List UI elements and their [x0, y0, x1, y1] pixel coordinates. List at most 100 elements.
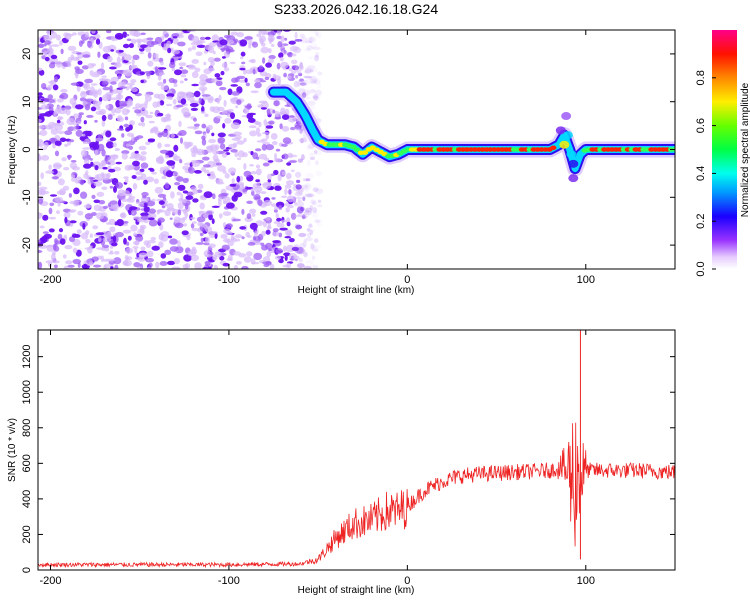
noise-blob: [148, 208, 156, 214]
noise-blob: [177, 184, 186, 191]
noise-blob: [121, 81, 127, 87]
noise-blob: [213, 264, 218, 269]
noise-blob: [65, 260, 73, 265]
noise-blob: [101, 119, 106, 127]
noise-blob: [38, 249, 43, 254]
noise-blob: [121, 190, 130, 197]
noise-blob: [192, 198, 199, 203]
noise-blob: [258, 65, 264, 70]
noise-blob: [169, 61, 176, 69]
noise-blob: [54, 140, 62, 146]
noise-blob: [244, 77, 248, 83]
noise-blob: [298, 232, 307, 238]
noise-blob: [147, 240, 156, 244]
noise-blob: [111, 242, 118, 247]
noise-blob: [227, 39, 235, 45]
noise-blob: [129, 120, 135, 126]
noise-blob: [67, 264, 75, 268]
noise-blob: [97, 88, 102, 96]
noise-blob: [65, 108, 71, 116]
noise-blob: [272, 231, 280, 237]
noise-blob: [302, 249, 307, 253]
noise-blob: [272, 228, 279, 233]
noise-blob: [281, 171, 286, 176]
noise-blob: [312, 187, 319, 192]
noise-blob: [251, 213, 256, 217]
noise-blob: [49, 202, 55, 207]
noise-blob: [134, 248, 138, 254]
noise-blob: [287, 205, 294, 209]
noise-blob: [191, 228, 200, 232]
noise-blob: [246, 103, 252, 110]
noise-blob: [146, 40, 155, 48]
noise-blob: [288, 160, 297, 163]
noise-blob: [153, 93, 160, 99]
noise-blob: [166, 203, 174, 210]
noise-blob: [239, 39, 248, 47]
noise-blob: [262, 261, 272, 265]
noise-blob: [84, 213, 93, 220]
noise-blob: [203, 61, 207, 66]
noise-blob: [246, 112, 254, 120]
noise-blob: [96, 191, 105, 197]
noise-blob: [280, 61, 289, 69]
noise-blob: [299, 243, 307, 249]
noise-blob: [59, 188, 66, 196]
noise-blob: [123, 176, 129, 180]
snr-ytick-label: 400: [21, 490, 33, 508]
noise-blob: [122, 43, 130, 49]
spectrogram-xtick-label: 100: [577, 274, 595, 286]
spectrogram-ytick-label: 20: [21, 48, 33, 60]
noise-blob: [265, 62, 272, 68]
noise-blob: [92, 225, 99, 230]
noise-blob: [250, 188, 254, 192]
noise-blob: [191, 71, 199, 79]
noise-blob: [75, 73, 79, 79]
noise-blob: [193, 90, 201, 98]
noise-blob: [285, 244, 295, 253]
noise-blob: [286, 230, 292, 236]
colorbar-label: Normalized spectral amplitude: [740, 82, 750, 217]
noise-blob: [220, 234, 228, 239]
snr-frame: [37, 329, 676, 571]
noise-blob: [274, 116, 282, 120]
noise-blob: [132, 183, 138, 190]
noise-blob: [291, 246, 299, 252]
noise-blob: [211, 205, 220, 208]
spectrogram-x-axis: -200 -100 0 100: [39, 30, 595, 286]
noise-blob: [309, 42, 317, 49]
snr-ytick-label: 0: [21, 567, 33, 573]
noise-blob: [107, 162, 111, 165]
noise-blob: [268, 55, 276, 60]
noise-blob: [268, 248, 272, 252]
noise-blob: [155, 261, 160, 269]
noise-blob: [126, 85, 130, 91]
noise-blob: [219, 255, 225, 261]
noise-blob: [248, 43, 252, 49]
noise-blob: [204, 44, 213, 51]
noise-blob: [48, 164, 52, 170]
noise-blob: [287, 75, 292, 80]
noise-blob: [162, 130, 168, 138]
noise-blob: [97, 51, 101, 58]
noise-blob: [243, 256, 252, 263]
noise-blob: [249, 130, 258, 137]
snr-xtick-label: 100: [577, 575, 595, 587]
noise-blob: [177, 240, 181, 248]
noise-blob: [81, 133, 86, 137]
noise-blob: [175, 104, 184, 108]
noise-blob: [260, 30, 267, 36]
noise-blob: [64, 143, 69, 147]
noise-blob: [255, 179, 260, 183]
noise-blob: [222, 262, 230, 267]
noise-blob: [169, 246, 179, 252]
noise-blob: [286, 180, 294, 186]
noise-blob: [94, 149, 99, 156]
noise-blob: [93, 181, 103, 187]
noise-blob: [302, 89, 311, 96]
noise-blob: [75, 56, 80, 61]
noise-blob: [107, 55, 113, 63]
noise-blob: [72, 166, 80, 171]
noise-blob: [266, 251, 272, 258]
noise-blob: [93, 204, 102, 212]
